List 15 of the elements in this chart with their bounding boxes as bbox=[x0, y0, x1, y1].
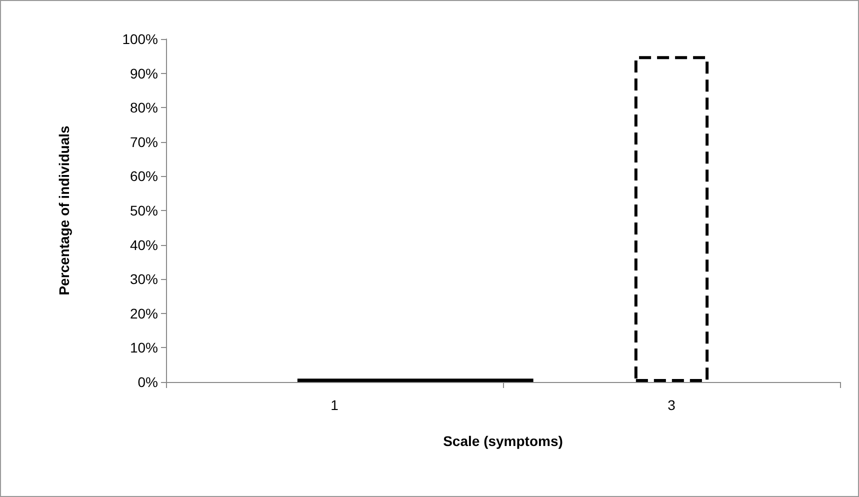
y-tick-label: 40% bbox=[130, 236, 158, 253]
y-tick-label: 100% bbox=[122, 31, 158, 47]
x-tick-label: 1 bbox=[330, 397, 339, 413]
y-axis-title: Percentage of individuals bbox=[56, 125, 72, 296]
y-tick-label: 90% bbox=[130, 65, 158, 82]
x-tick-label: 3 bbox=[668, 397, 676, 413]
y-tick-label: 10% bbox=[130, 340, 158, 356]
y-tick-label: 20% bbox=[130, 305, 158, 322]
y-tick-label: 50% bbox=[130, 202, 158, 218]
y-tick-label: 60% bbox=[130, 168, 158, 184]
y-tick-label: 0% bbox=[138, 374, 158, 390]
x-axis-title: Scale (symptoms) bbox=[443, 433, 563, 449]
y-tick-label: 80% bbox=[130, 100, 158, 116]
y-tick-label: 70% bbox=[130, 134, 158, 150]
y-tick-label: 30% bbox=[130, 271, 158, 288]
